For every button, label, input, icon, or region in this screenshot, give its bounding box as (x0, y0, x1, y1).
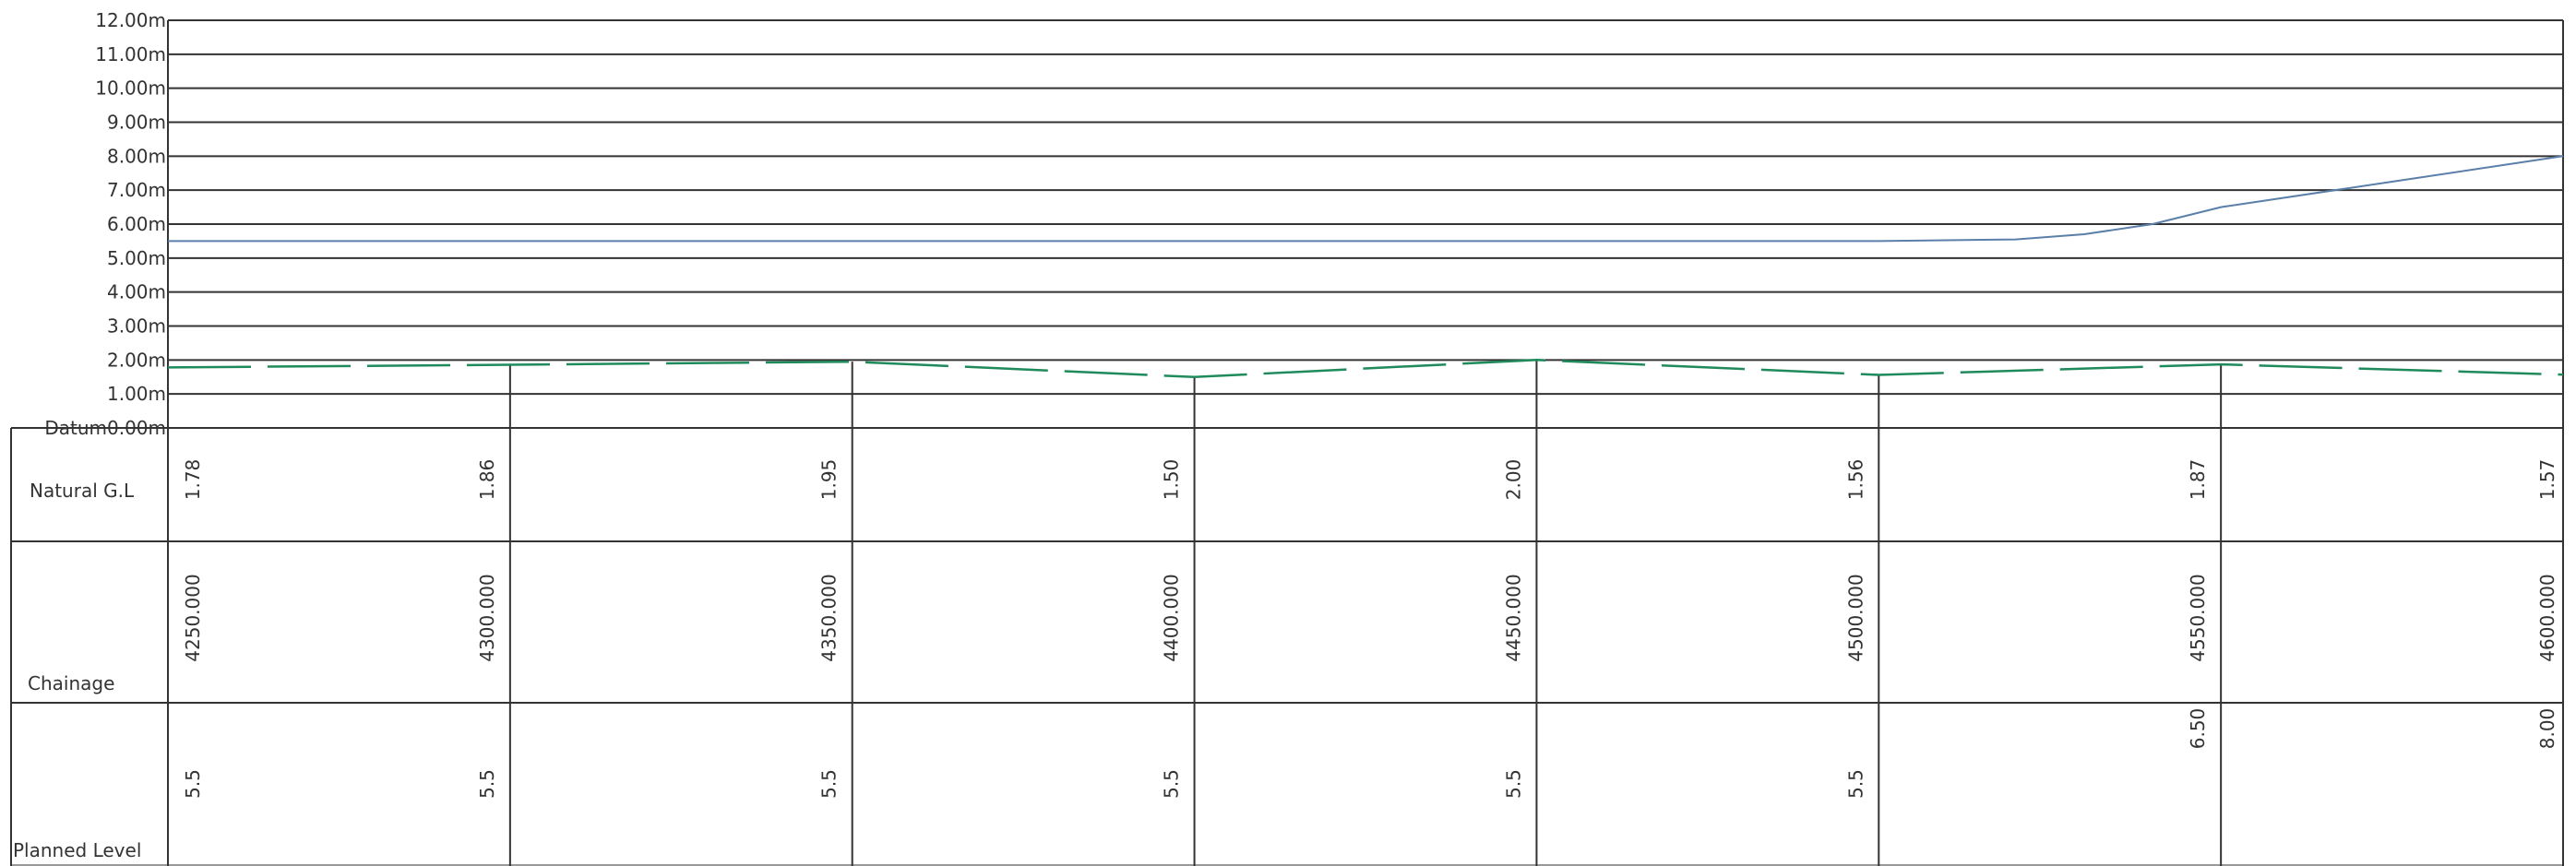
natural-gl-value: 1.50 (1161, 459, 1183, 501)
planned-level-value: 8.00 (2536, 708, 2558, 750)
natural-ground-line (167, 359, 2564, 379)
level-tick-label: 1.00m (107, 383, 166, 405)
planned-level-value: 5.5 (1502, 769, 1524, 799)
level-tick-label: 12.00m (95, 9, 166, 31)
level-tick-label: 2.00m (107, 349, 166, 371)
chainage-value: 4450.000 (1502, 574, 1524, 661)
planned-level-value: 5.5 (476, 769, 498, 799)
planned-level-line (168, 155, 2564, 243)
level-tick-label: 4.00m (107, 281, 166, 303)
planned-level-value: 5.5 (182, 769, 204, 799)
chainage-value: 4350.000 (818, 574, 841, 661)
natural-gl-value: 1.86 (476, 459, 498, 501)
natural-gl-value: 1.95 (818, 459, 841, 501)
data-table-frame: Natural G.L Chainage Planned Level (10, 20, 2564, 866)
level-tick-label: 5.00m (107, 247, 166, 269)
chainage-row-title: Chainage (28, 672, 114, 694)
planned-level-value: 6.50 (2187, 708, 2209, 750)
chainage-value: 4600.000 (2536, 574, 2558, 661)
level-tick-label: 9.00m (107, 112, 166, 134)
planned-level-value: 5.5 (818, 769, 841, 799)
planned-level-value: 5.5 (1844, 769, 1866, 799)
natural-gl-row-title: Natural G.L (30, 480, 135, 502)
level-gridlines (167, 19, 2563, 428)
natural-gl-value: 2.00 (1502, 459, 1524, 501)
natural-gl-value: 1.56 (1844, 459, 1866, 501)
chainage-value: 4550.000 (2187, 574, 2209, 661)
natural-gl-value: 1.87 (2187, 459, 2209, 501)
chainage-value: 4250.000 (182, 574, 204, 661)
level-tick-label: 3.00m (107, 315, 166, 338)
chainage-value: 4300.000 (476, 574, 498, 661)
chainage-value: 4400.000 (1161, 574, 1183, 661)
level-tick-label: 6.00m (107, 213, 166, 235)
level-tick-label: 8.00m (107, 145, 166, 167)
profile-series (167, 155, 2564, 379)
level-axis-labels: 12.00m 11.00m 10.00m 9.00m 8.00m 7.00m 6.00m 5.… (44, 9, 166, 439)
level-tick-label: 11.00m (95, 43, 166, 65)
natural-gl-value: 1.78 (182, 459, 204, 501)
planned-level-row-title: Planned Level (13, 839, 141, 861)
planned-level-value: 5.5 (1161, 769, 1183, 799)
chainage-value: 4500.000 (1844, 574, 1866, 661)
natural-gl-value: 1.57 (2536, 459, 2558, 501)
level-tick-label: 10.00m (95, 77, 166, 100)
level-tick-label: 7.00m (107, 179, 166, 201)
station-columns: 1.78 4250.000 5.5 1.86 4300.000 5.5 1.95 4350.0… (182, 360, 2558, 866)
